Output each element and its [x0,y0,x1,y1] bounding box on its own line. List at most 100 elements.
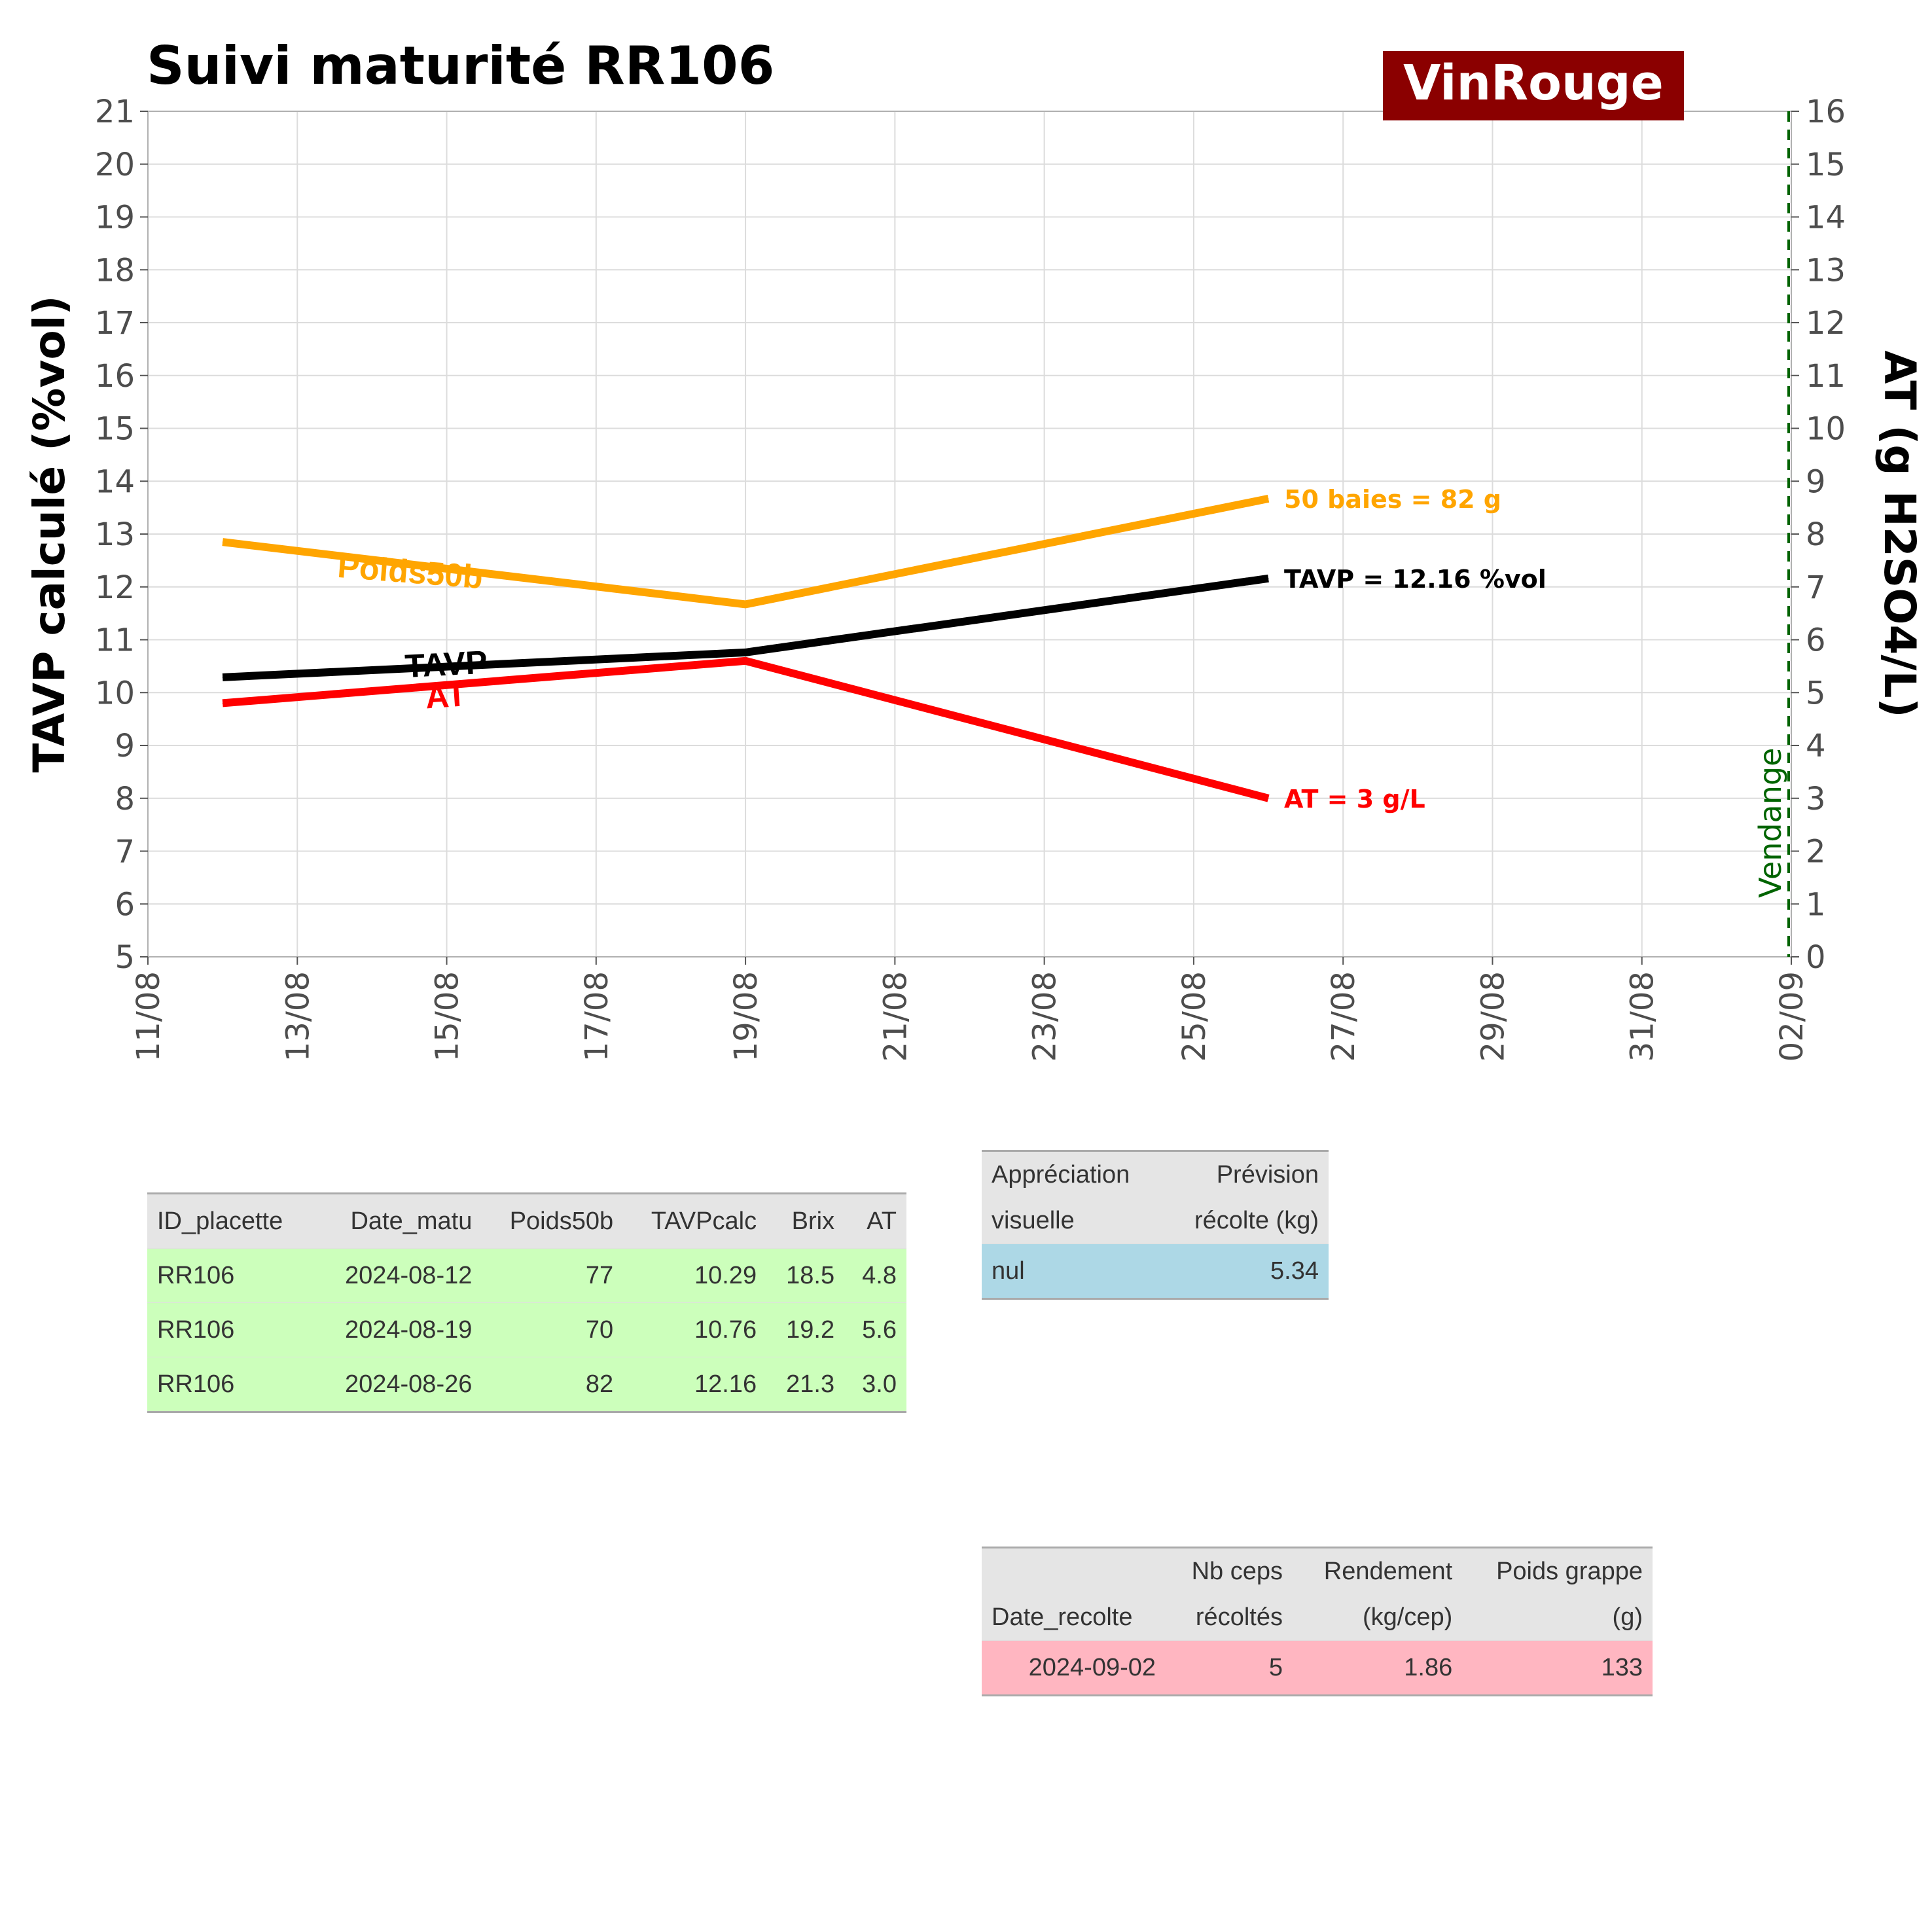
y2-axis-title: AT (g H2SO4/L) [1874,350,1925,717]
y2-tick-label: 6 [1806,622,1826,659]
brand-badge [1383,51,1684,120]
series-end-label-tavp: TAVP = 12.16 %vol [1284,565,1547,594]
x-tick-label: 11/08 [130,971,167,1062]
header-recoltes: récoltés [1195,1603,1283,1631]
table-header-row: Nb ceps Rendement Poids grappe [982,1547,1653,1594]
y-tick-label: 21 [95,94,135,130]
y-axis-title: TAVP calculé (%vol) [24,295,75,772]
table-header-row: Date_recolte récoltés (kg/cep) (g) [982,1594,1653,1641]
table-header-row: visuelle récolte (kg) [982,1198,1329,1244]
cell-poids-grappe: 133 [1462,1640,1653,1696]
x-tick-label: 02/09 [1774,971,1810,1062]
header-id-placette: ID_placette [147,1192,314,1249]
cell-date: 2024-08-26 [313,1357,482,1413]
cell-at: 3.0 [844,1357,906,1413]
cell-tavp: 10.76 [623,1302,767,1357]
y-tick-label: 12 [95,569,135,606]
cell-nb-ceps: 5 [1166,1640,1293,1696]
y2-tick-label: 9 [1806,463,1826,500]
series-point-at [745,660,746,662]
y-tick-label: 6 [115,886,135,923]
y2-tick-label: 1 [1806,886,1826,923]
vendange-label: Vendange [1753,748,1788,898]
y2-tick-label: 13 [1806,252,1846,289]
cell-date: 2024-08-12 [313,1248,482,1303]
header-blank [982,1547,1166,1594]
y2-tick-label: 8 [1806,516,1826,553]
y2-tick-label: 5 [1806,675,1826,711]
cell-date: 2024-08-19 [313,1302,482,1357]
x-tick-label: 31/08 [1624,971,1661,1062]
y-tick-label: 10 [95,675,135,711]
header-poids-grappe: Poids grappe [1462,1547,1653,1594]
y2-tick-label: 11 [1806,358,1846,395]
series-end-label-at: AT = 3 g/L [1284,785,1425,814]
y-tick-label: 7 [115,834,135,870]
series-point-tavp [1268,578,1269,579]
cell-brix: 21.3 [766,1357,845,1413]
header-g: (g) [1612,1603,1643,1631]
cell-date-recolte: 2024-09-02 [982,1640,1166,1696]
y-tick-label: 14 [95,463,135,500]
y-tick-label: 13 [95,516,135,553]
x-tick-label: 21/08 [877,971,914,1062]
x-tick-label: 19/08 [728,971,764,1062]
cell-tavp: 12.16 [623,1357,767,1413]
y2-tick-label: 12 [1806,305,1846,342]
y2-tick-label: 7 [1806,569,1826,606]
y-tick-label: 19 [95,200,135,236]
cell-at: 4.8 [844,1248,906,1303]
cell-brix: 18.5 [766,1248,845,1303]
table-row: 2024-09-02 5 1.86 133 [982,1640,1653,1696]
table-header-row: Appréciation Prévision [982,1150,1329,1198]
x-tick-label: 13/08 [279,971,316,1062]
cell-prevision: 5.34 [1163,1243,1329,1300]
prevision-table: Appréciation Prévision visuelle récolte … [982,1150,1329,1300]
y-tick-label: 18 [95,252,135,289]
cell-brix: 19.2 [766,1302,845,1357]
cell-poids: 77 [482,1248,624,1303]
header-prevision: Prévision [1163,1150,1329,1198]
y2-tick-label: 3 [1806,781,1826,817]
y-tick-label: 11 [95,622,135,659]
series-end-label-poids50b: 50 baies = 82 g [1284,485,1501,514]
series-point-tavp [745,652,746,653]
table-row: RR106 2024-08-26 82 12.16 21.3 3.0 [147,1357,906,1413]
y-tick-label: 16 [95,358,135,395]
header-poids50b: Poids50b [482,1192,624,1249]
header-rendement: Rendement [1292,1547,1463,1594]
header-tavpcalc: TAVPcalc [623,1192,767,1249]
series-point-poids50b [1268,498,1269,499]
y-tick-label: 17 [95,305,135,342]
y-tick-label: 9 [115,728,135,764]
x-tick-label: 29/08 [1475,971,1511,1062]
header-date-matu: Date_matu [313,1192,482,1249]
cell-id: RR106 [147,1248,314,1303]
series-name-label-tavp: TAVP [404,644,488,685]
y-tick-label: 20 [95,147,135,183]
series-name-label-at: AT [424,676,468,715]
y2-tick-label: 16 [1806,94,1846,130]
header-nb-ceps: Nb ceps [1166,1547,1293,1594]
table-row: nul 5.34 [982,1243,1329,1300]
cell-rendement: 1.86 [1292,1640,1463,1696]
table-row: RR106 2024-08-19 70 10.76 19.2 5.6 [147,1302,906,1357]
header-appreciation: Appréciation [982,1150,1164,1198]
table-header-row: ID_placette Date_matu Poids50b TAVPcalc … [147,1192,906,1249]
y2-tick-label: 2 [1806,834,1826,870]
chart-title: Suivi maturité RR106 [147,35,774,96]
header-date-recolte: Date_recolte [992,1603,1133,1631]
cell-poids: 70 [482,1302,624,1357]
y-tick-label: 8 [115,781,135,817]
y2-tick-label: 0 [1806,939,1826,976]
y-tick-label: 15 [95,411,135,448]
cell-appreciation: nul [982,1243,1164,1300]
x-tick-label: 17/08 [579,971,615,1062]
y2-tick-label: 14 [1806,200,1846,236]
y2-tick-label: 4 [1806,728,1826,764]
series-name-label-poids50b: Poids50b [336,548,484,596]
cell-id: RR106 [147,1357,314,1413]
brand-text: VinRouge [1403,55,1664,111]
cell-id: RR106 [147,1302,314,1357]
